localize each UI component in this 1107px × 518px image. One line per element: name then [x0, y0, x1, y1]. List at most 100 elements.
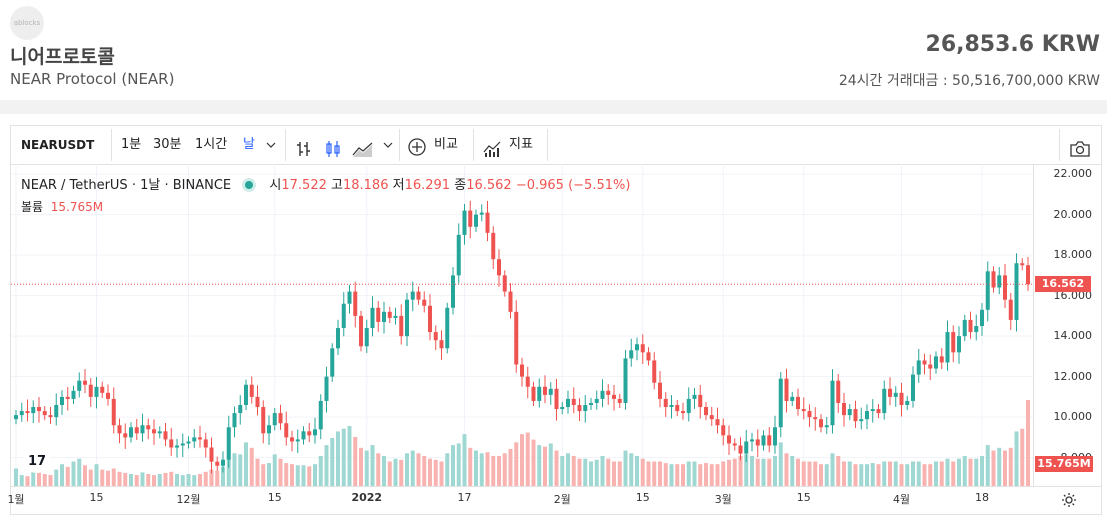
price-tick-label: 10.000: [1053, 410, 1093, 424]
volume-bar: [824, 464, 829, 486]
interval-1m-button[interactable]: 1분: [121, 137, 142, 152]
candle-body: [267, 425, 271, 434]
candle-body: [364, 328, 369, 347]
candle-body: [968, 319, 973, 333]
legend-exchange: BINANCE: [172, 178, 232, 193]
candle-body: [951, 332, 956, 353]
volume-bar: [847, 461, 852, 486]
candle-body: [594, 398, 599, 403]
volume-bar: [474, 450, 478, 486]
candle-body: [911, 374, 915, 401]
candle-body: [100, 386, 105, 393]
price-axis[interactable]: 22.000 20.000 18.000 16.000 14.000 12.000 10.0…: [1033, 164, 1102, 486]
toolbar-separator: [285, 129, 286, 161]
volume-bar: [1014, 431, 1019, 486]
volume-bar: [865, 464, 869, 486]
candle-body: [221, 459, 225, 466]
volume-bar: [842, 461, 846, 486]
volume-bar: [658, 461, 662, 486]
candle-body: [566, 398, 570, 408]
candle-body: [865, 411, 869, 420]
candle-body: [842, 402, 846, 416]
volume-bar: [945, 458, 950, 486]
volume-bar: [870, 463, 875, 486]
coin-logo: ablocks: [10, 6, 44, 40]
plus-circle-icon[interactable]: [407, 135, 427, 156]
volume-bar: [37, 471, 41, 486]
volume-bar: [727, 459, 731, 486]
candle-body: [479, 212, 484, 215]
candle-body: [623, 358, 628, 403]
volume-bar: [163, 472, 168, 486]
camera-icon[interactable]: [1069, 136, 1091, 157]
volume-bar: [686, 461, 691, 486]
interval-1h-button[interactable]: 1시간: [195, 137, 228, 152]
candle-body: [238, 404, 243, 414]
volume-bar: [422, 455, 427, 486]
candle-body: [54, 404, 59, 418]
volume-bar: [399, 459, 404, 486]
candle-body: [244, 384, 248, 405]
candle-body: [284, 423, 289, 438]
volume-bar: [525, 432, 530, 486]
interval-1d-button[interactable]: 날: [243, 137, 255, 152]
candle-body: [784, 378, 789, 401]
volume-bar: [221, 466, 225, 486]
volume-bar: [646, 461, 651, 486]
candle-body: [629, 350, 634, 359]
candle-body: [301, 431, 306, 440]
volume-bar: [629, 453, 634, 486]
volume-bar: [255, 458, 260, 486]
volume-bar: [778, 442, 783, 486]
volume-bar: [42, 473, 47, 486]
candle-body: [48, 415, 53, 418]
tradingview-logo[interactable]: 17: [23, 451, 51, 473]
candle-body: [640, 344, 645, 353]
candle-body: [405, 299, 409, 337]
volume-bar: [284, 463, 289, 486]
candle-body: [807, 411, 812, 418]
volume-bar: [600, 455, 605, 486]
candle-body: [347, 291, 352, 304]
chevron-down-icon[interactable]: [266, 140, 276, 150]
candle-body: [157, 431, 162, 434]
candle-body: [255, 396, 260, 408]
candle-body: [859, 419, 864, 422]
volume-bar: [571, 455, 576, 486]
compare-button[interactable]: 비교: [434, 137, 458, 152]
candle-body: [853, 409, 858, 422]
volume-bar: [709, 464, 714, 486]
bar-style-icon[interactable]: [295, 136, 313, 156]
legend-interval: 1날: [140, 178, 161, 193]
price-chart[interactable]: [11, 164, 1033, 486]
volume-bar: [1020, 428, 1025, 486]
candle-body: [750, 439, 754, 442]
volume-bar: [589, 461, 593, 486]
indicators-button[interactable]: 지표: [509, 137, 533, 152]
candle-body: [359, 315, 363, 347]
volume-bar: [939, 461, 944, 486]
volume-bar: [882, 461, 887, 486]
candle-body: [554, 388, 559, 410]
legend-open: 17.522: [281, 178, 327, 193]
volume-bar: [387, 461, 392, 486]
area-style-icon[interactable]: [352, 136, 374, 157]
volume-bar: [232, 453, 237, 486]
symbol-search-button[interactable]: NEARUSDT: [21, 138, 95, 152]
indicators-icon[interactable]: [483, 136, 503, 157]
candle-body: [738, 445, 743, 454]
volume-bar: [249, 447, 254, 486]
interval-30m-button[interactable]: 30분: [153, 137, 182, 152]
time-axis[interactable]: 1월 15 12월 15 2022 17 2월 15 3월 15 4월 18: [7, 486, 1101, 515]
candle-body: [508, 291, 513, 312]
volume-bar: [330, 437, 335, 486]
volume-bar: [548, 443, 553, 486]
current-price: 26,853.6 KRW: [925, 32, 1100, 57]
legend-high-label: 고: [331, 178, 343, 193]
gear-icon[interactable]: [1061, 492, 1077, 512]
chevron-down-icon[interactable]: [383, 140, 393, 150]
volume-bar: [106, 470, 110, 486]
candle-style-icon[interactable]: [324, 136, 342, 157]
candle-body: [893, 392, 898, 397]
chart-legend: NEAR / TetherUS · 1날 · BINANCE 시17.522 고…: [21, 178, 631, 193]
